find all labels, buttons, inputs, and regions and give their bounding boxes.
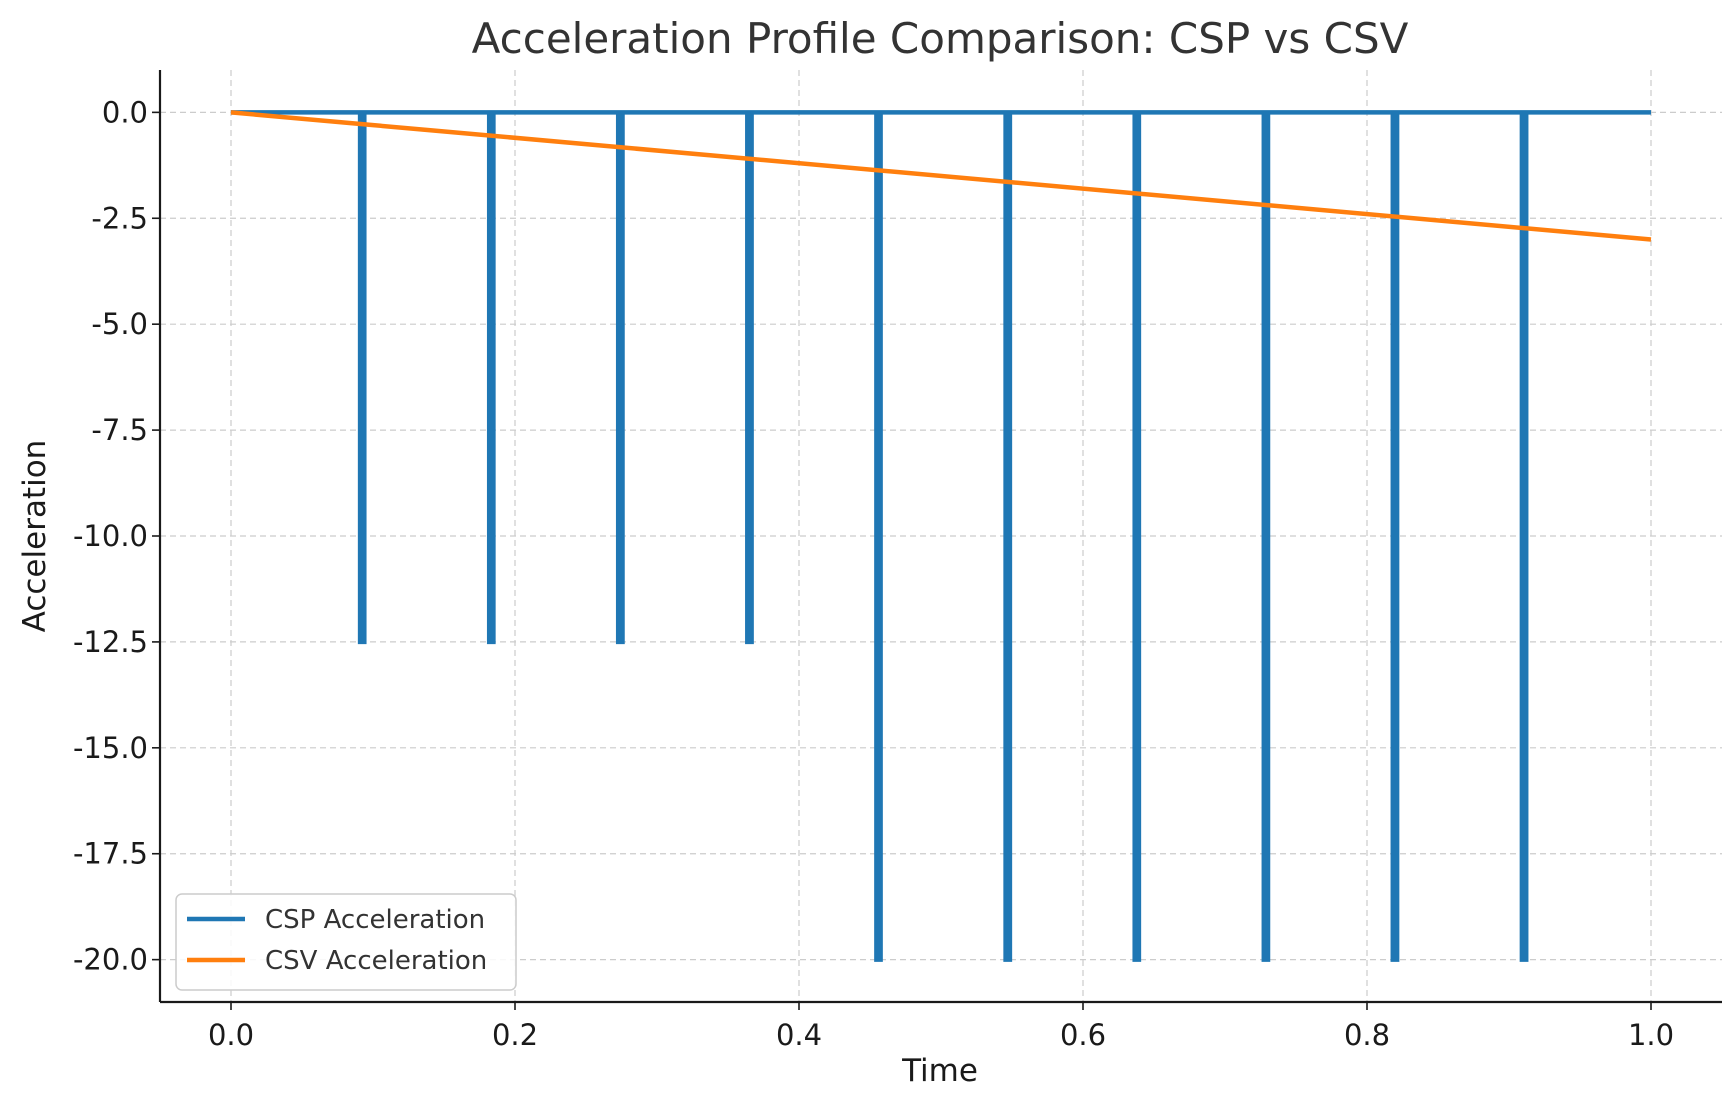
series-layer bbox=[230, 110, 1652, 962]
x-axis-title: Time bbox=[901, 1053, 978, 1089]
x-tick-label: 0.6 bbox=[1060, 1018, 1106, 1052]
x-tick-label: 1.0 bbox=[1628, 1018, 1674, 1052]
y-tick-label: -10.0 bbox=[73, 519, 148, 553]
y-tick-label: -5.0 bbox=[91, 307, 148, 341]
legend-label-csv: CSV Acceleration bbox=[265, 946, 487, 976]
legend-frame bbox=[175, 893, 517, 991]
grid bbox=[160, 70, 1722, 1002]
x-tick-label: 0.4 bbox=[776, 1018, 822, 1052]
legend: CSP Acceleration CSV Acceleration bbox=[175, 893, 517, 991]
y-tick-label: -20.0 bbox=[73, 943, 148, 977]
ticks: 0.0 0.2 0.4 0.6 0.8 1.0 0.0 -2.5 -5.0 -7.5 -10.0 -1… bbox=[73, 95, 1674, 1052]
y-tick-label: 0.0 bbox=[102, 95, 148, 129]
series-line-csv bbox=[230, 110, 1652, 242]
x-tick-label: 0.0 bbox=[208, 1018, 254, 1052]
y-tick-label: -12.5 bbox=[73, 625, 148, 659]
series-line-csp bbox=[231, 110, 1651, 962]
legend-label-csp: CSP Acceleration bbox=[265, 905, 485, 935]
y-axis-title: Acceleration bbox=[17, 440, 53, 633]
chart-title: Acceleration Profile Comparison: CSP vs … bbox=[472, 14, 1409, 63]
y-tick-label: -17.5 bbox=[73, 837, 148, 871]
y-tick-label: -15.0 bbox=[73, 731, 148, 765]
x-tick-label: 0.8 bbox=[1344, 1018, 1390, 1052]
y-tick-label: -2.5 bbox=[91, 201, 148, 235]
x-tick-label: 0.2 bbox=[492, 1018, 538, 1052]
y-tick-label: -7.5 bbox=[91, 413, 148, 447]
